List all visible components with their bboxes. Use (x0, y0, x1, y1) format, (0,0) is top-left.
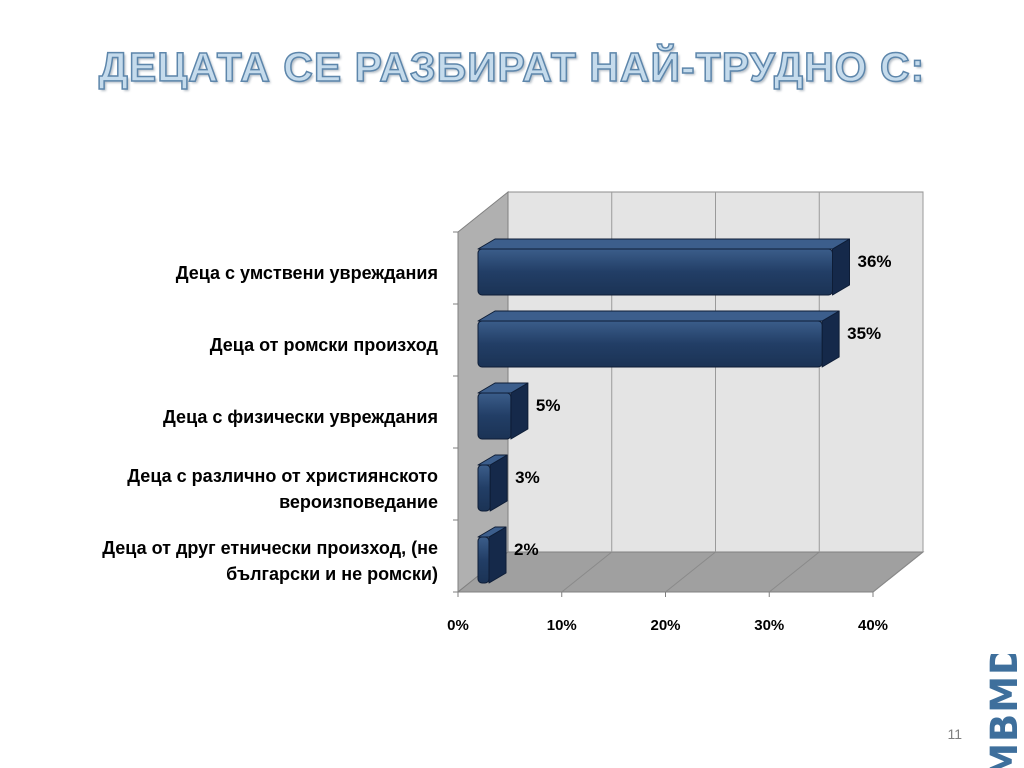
x-tick-label: 40% (857, 617, 889, 634)
bar-value-label: 35% (847, 324, 882, 343)
category-label-line: Деца с различно от християнското (127, 466, 438, 486)
slide-title: ДЕЦАТА СЕ РАЗБИРАТ НАЙ-ТРУДНО С: (98, 43, 926, 91)
bar-top (477, 310, 840, 322)
category-label-line: Деца от ромски произход (209, 335, 438, 355)
x-tick-label: 10% (546, 617, 577, 634)
bar (477, 320, 823, 368)
slide-number: 11 (947, 726, 962, 742)
bar (477, 392, 512, 440)
floor-gridline (665, 551, 716, 593)
bar-value-label: 5% (535, 396, 561, 415)
x-tick-label: 30% (754, 617, 785, 634)
floor-gridline (768, 551, 820, 593)
category-label: Деца с физически увреждания (18, 404, 438, 430)
floor-gridline (561, 551, 613, 593)
category-label: Деца от друг етнически произход, (не бълг… (18, 535, 438, 587)
category-label-line: вероизповедание (279, 492, 438, 512)
bar (477, 536, 490, 584)
bar-value-label: 2% (514, 540, 539, 559)
category-label-line: български и не ромски) (226, 564, 438, 584)
company-logo: MBMD (984, 654, 1024, 768)
category-label: Деца от ромски произход (18, 332, 438, 358)
bar (477, 248, 833, 296)
bar (477, 464, 491, 512)
bar-value-label: 3% (515, 468, 540, 487)
category-label-line: Деца от друг етнически произход, (не (102, 538, 438, 558)
category-label-line: Деца с физически увреждания (163, 407, 438, 427)
bar-value-label: 36% (857, 252, 892, 271)
category-label: Деца с умствени увреждания (18, 260, 438, 286)
bar-top (477, 238, 850, 250)
x-tick-label: 20% (650, 617, 681, 634)
category-label-line: Деца с умствени увреждания (175, 263, 438, 283)
logo-text: MBMD (984, 654, 1024, 768)
category-label: Деца с различно от християнското вероизпо… (18, 463, 438, 515)
floor-gridline (872, 551, 924, 593)
x-tick-label: 0% (447, 617, 469, 634)
